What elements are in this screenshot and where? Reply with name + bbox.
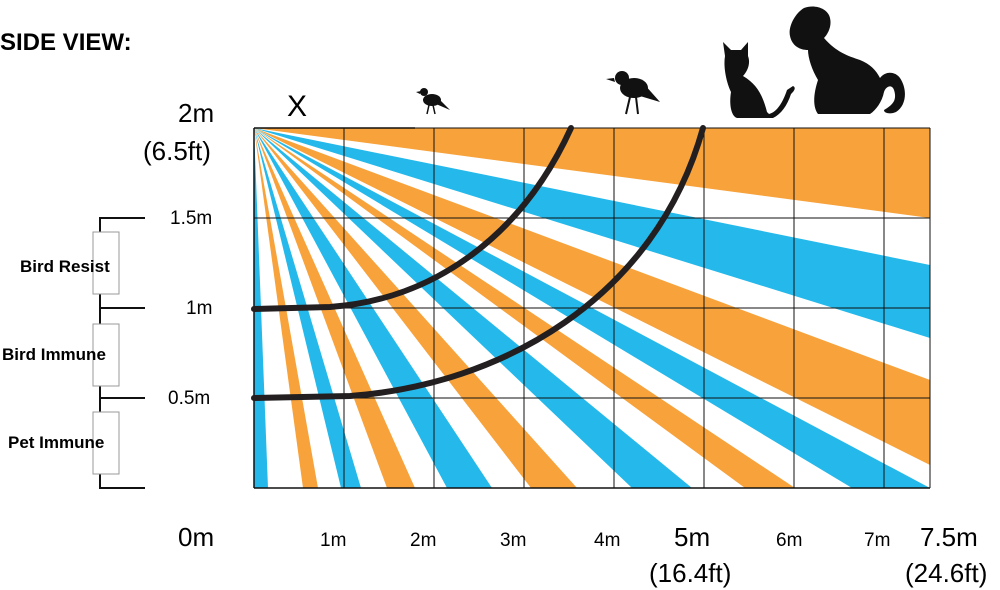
zone-label-pet-immune: Pet Immune xyxy=(8,433,104,452)
x-label-6m: 6m xyxy=(776,530,802,551)
dog-icon xyxy=(789,6,905,115)
cat-icon xyxy=(723,42,795,118)
x-label-5m-ft: (16.4ft) xyxy=(649,558,731,588)
y-label-0m: 0m xyxy=(178,522,214,552)
y-label-1m: 1m xyxy=(186,298,212,319)
x-label-5m: 5m xyxy=(674,522,710,552)
y-label-0-5m: 0.5m xyxy=(168,388,210,409)
x-label-7-5m: 7.5m xyxy=(920,522,978,552)
pet-immune-bracket xyxy=(99,397,145,489)
pet-immune-box xyxy=(92,411,120,475)
beam-2 xyxy=(254,128,930,338)
marker-x: X xyxy=(287,90,307,123)
bird-immune-box xyxy=(92,323,120,387)
bird-resist-box xyxy=(92,231,120,295)
x-label-2m: 2m xyxy=(410,530,436,551)
x-label-7-5m-ft: (24.6ft) xyxy=(905,558,987,588)
x-label-1m: 1m xyxy=(320,530,346,551)
zone-brackets xyxy=(92,217,145,489)
beam-3 xyxy=(254,128,930,465)
pet-threshold-curve xyxy=(251,125,706,401)
page-title: SIDE VIEW: xyxy=(0,29,132,56)
beam-1 xyxy=(254,128,930,218)
bird-threshold-curve xyxy=(251,125,574,312)
x-label-4m: 4m xyxy=(594,530,620,551)
y-label-1-5m: 1.5m xyxy=(170,208,212,229)
small-bird-icon xyxy=(416,88,450,115)
bird-icon xyxy=(606,71,660,115)
bird-immune-bracket xyxy=(99,307,145,399)
zone-label-bird-resist: Bird Resist xyxy=(20,257,110,276)
y-label-top: 2m xyxy=(178,98,214,128)
y-label-top-ft: (6.5ft) xyxy=(143,136,211,166)
detection-curves xyxy=(251,125,706,401)
x-label-7m: 7m xyxy=(864,530,890,551)
zone-label-bird-immune: Bird Immune xyxy=(2,345,106,364)
x-label-3m: 3m xyxy=(500,530,526,551)
